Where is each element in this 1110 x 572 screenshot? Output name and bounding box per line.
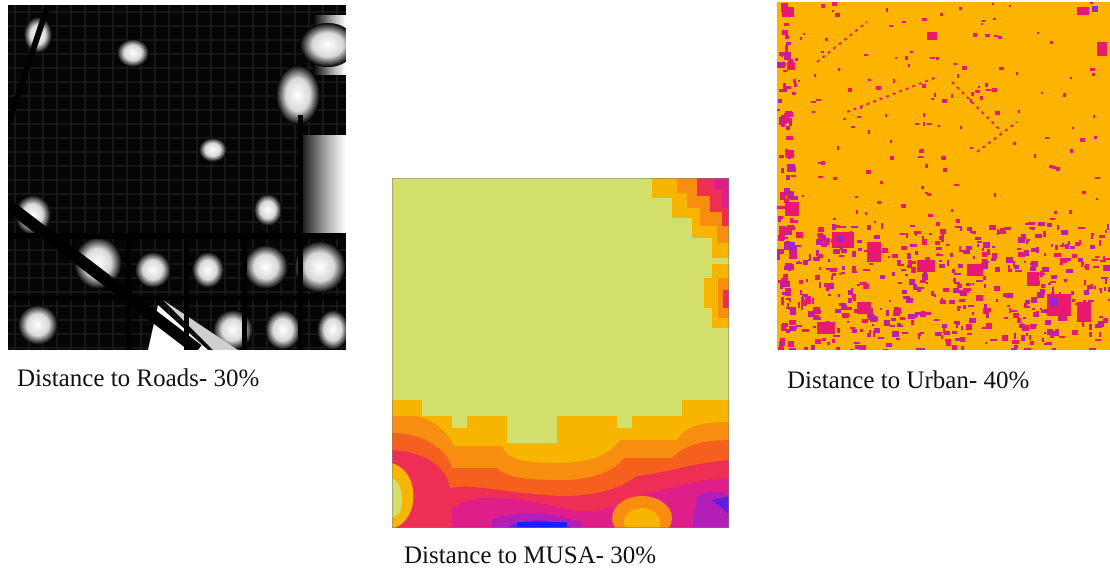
- caption-roads: Distance to Roads- 30%: [17, 365, 260, 392]
- map-distance-to-musa: [392, 178, 729, 528]
- musa-raster-icon: [392, 178, 729, 528]
- caption-urban: Distance to Urban- 40%: [787, 367, 1030, 394]
- urban-raster-icon: [777, 2, 1110, 350]
- caption-musa: Distance to MUSA- 30%: [404, 542, 657, 569]
- map-distance-to-roads: [8, 5, 346, 350]
- map-distance-to-urban: [777, 2, 1110, 350]
- roads-raster-icon: [8, 5, 346, 350]
